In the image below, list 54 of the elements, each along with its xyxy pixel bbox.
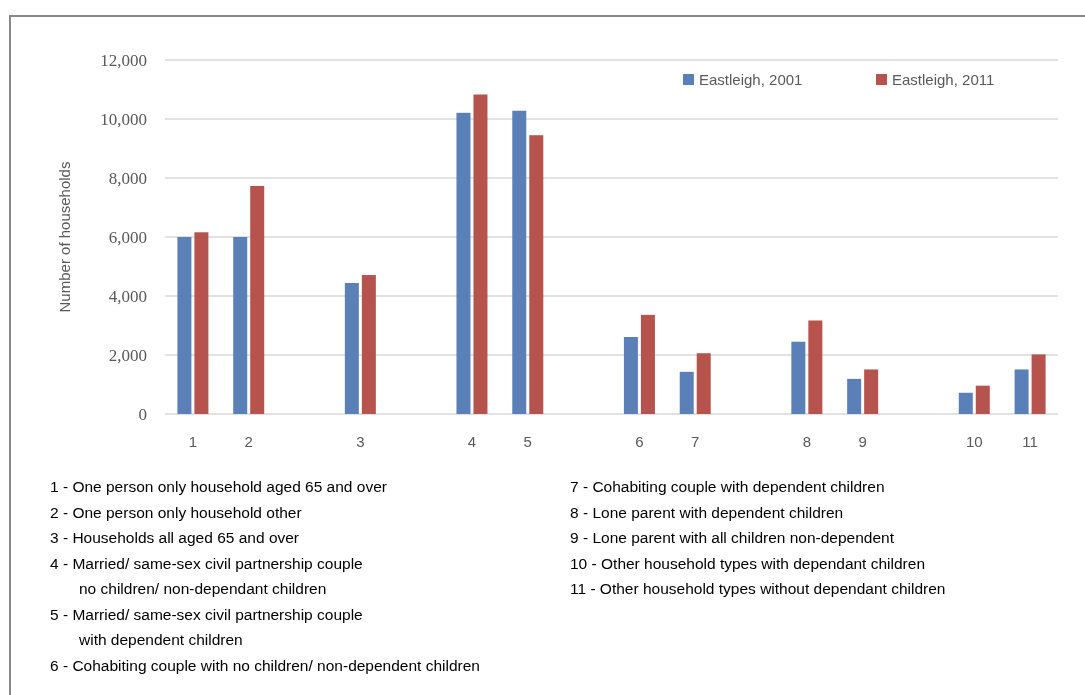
- y-tick-label: 2,000: [108, 345, 147, 365]
- text: 9 - Lone parent with all children non-dependent: [570, 529, 895, 546]
- text: 11 - Other household types without dependant children: [570, 580, 946, 597]
- bar: [177, 237, 192, 414]
- bar: [456, 112, 471, 414]
- legend-label: Eastleigh, 2011: [892, 71, 995, 89]
- x-tick-label: 4: [467, 433, 477, 450]
- y-tick-label: 8,000: [108, 168, 147, 188]
- text: 3 - Households all aged 65 and over: [50, 529, 300, 546]
- bar: [361, 275, 376, 414]
- bar: [847, 378, 862, 414]
- y-tick-label: 10,000: [100, 109, 147, 129]
- bar: [250, 185, 265, 414]
- bar: [864, 369, 879, 414]
- bar: [791, 341, 806, 414]
- text: 6 - Cohabiting couple with no children/ non-dependent children: [50, 656, 480, 674]
- bar: [958, 392, 973, 414]
- bar: [696, 353, 711, 414]
- x-tick-label: 10: [965, 433, 983, 450]
- bar: [623, 337, 638, 414]
- x-tick-label: 9: [858, 433, 867, 450]
- x-tick-label: 3: [356, 433, 365, 450]
- bar: [808, 320, 823, 414]
- bar: [640, 314, 655, 414]
- bar: [975, 385, 990, 414]
- text: 4 - Married/ same-sex civil partnership couple no children/ non-dependant children: [50, 554, 363, 597]
- bar: [233, 237, 248, 414]
- text: 1 - One person only household aged 65 and over: [50, 478, 387, 495]
- bar: [1031, 354, 1046, 414]
- text: 7 - Cohabiting couple with dependent children: [570, 478, 885, 495]
- x-tick-label: 6: [635, 433, 644, 450]
- x-tick-label: 11: [1022, 433, 1038, 450]
- y-tick-label: 0: [138, 404, 147, 424]
- text: 2 - One person only household other: [50, 503, 302, 521]
- x-tick-label: 1: [188, 433, 198, 450]
- bar: [529, 135, 544, 414]
- text: 8 - Lone parent with dependent children: [570, 503, 844, 521]
- bar: [512, 110, 527, 414]
- text: 5 - Married/ same-sex civil partnership couple with dependent children: [50, 605, 363, 648]
- y-tick-label: 12,000: [100, 50, 147, 70]
- y-tick-label: 6,000: [108, 227, 147, 247]
- bar: [194, 232, 209, 414]
- x-tick-label: 2: [244, 433, 253, 450]
- x-tick-label: 8: [802, 433, 812, 450]
- text: 10 - Other household types with dependant children: [570, 554, 926, 572]
- y-axis-title: Number of households: [56, 161, 73, 313]
- bar: [473, 94, 488, 414]
- legend-label: Eastleigh, 2001: [699, 71, 803, 89]
- bar: [679, 371, 694, 414]
- bar: [344, 283, 359, 414]
- bar: [1014, 369, 1029, 414]
- y-tick-label: 4,000: [108, 286, 147, 306]
- x-tick-label: 5: [523, 433, 532, 450]
- x-tick-label: 7: [691, 433, 700, 450]
